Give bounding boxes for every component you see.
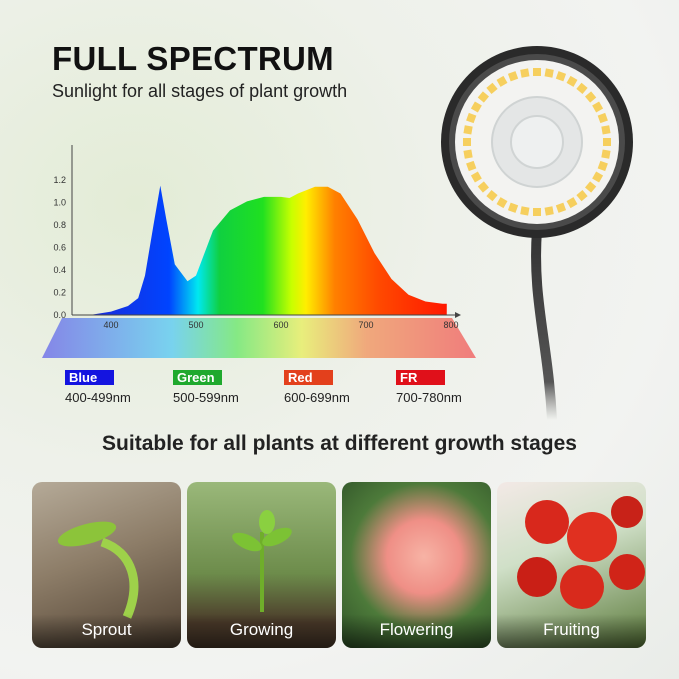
legend-range: 500-599nm: [173, 390, 239, 405]
led: [463, 138, 471, 146]
sprout-photo: [57, 521, 139, 619]
led: [496, 75, 508, 87]
led: [566, 75, 578, 87]
led: [576, 189, 588, 202]
led: [463, 125, 473, 135]
stage-card-growing: Growing: [187, 482, 336, 648]
legend-swatch-blue: Blue: [65, 370, 114, 385]
x-tick-label: 400: [103, 320, 118, 330]
stage-card-flowering: Flowering: [342, 482, 491, 648]
led-ring: [463, 68, 611, 216]
led: [555, 202, 567, 213]
led: [470, 101, 482, 113]
led: [597, 112, 608, 124]
led: [470, 171, 482, 183]
stage-label: Sprout: [32, 614, 181, 648]
led: [601, 125, 611, 135]
legend-range: 700-780nm: [396, 390, 462, 405]
tomato-photo: [517, 496, 645, 609]
led: [486, 189, 498, 202]
stage-card-fruiting: Fruiting: [497, 482, 646, 648]
stage-card-sprout: Sprout: [32, 482, 181, 648]
led: [466, 112, 477, 124]
x-tick-label: 700: [358, 320, 373, 330]
legend-range: 400-499nm: [65, 390, 131, 405]
stage-label: Growing: [187, 614, 336, 648]
legend-swatch-green: Green: [173, 370, 222, 385]
led: [533, 208, 541, 216]
y-tick-label: 0.8: [53, 220, 66, 230]
x-tick-label: 800: [443, 320, 458, 330]
led: [496, 197, 508, 209]
y-tick-label: 0.6: [53, 243, 66, 253]
section-heading: Suitable for all plants at different gro…: [102, 432, 577, 455]
x-tick-label: 500: [188, 320, 203, 330]
led: [507, 202, 519, 213]
led: [592, 171, 604, 183]
page-title: FULL SPECTRUM: [52, 40, 334, 77]
led: [584, 91, 597, 103]
led: [603, 138, 611, 146]
led: [507, 71, 519, 82]
y-tick-label: 1.2: [53, 175, 66, 185]
led: [555, 71, 567, 82]
led: [597, 160, 608, 172]
seedling-photo: [232, 510, 292, 612]
stage-label: Flowering: [342, 614, 491, 648]
led: [544, 206, 554, 216]
y-tick-label: 0.2: [53, 288, 66, 298]
led: [584, 181, 597, 193]
led: [466, 160, 477, 172]
led: [544, 68, 554, 78]
led: [566, 197, 578, 209]
led: [520, 68, 530, 78]
y-tick-label: 0.4: [53, 265, 66, 275]
page-subtitle: Sunlight for all stages of plant growth: [52, 81, 348, 101]
spectrum-area: [89, 185, 447, 315]
spectrum-band: [42, 318, 476, 358]
led: [463, 149, 473, 159]
legend-swatch-red: Red: [284, 370, 333, 385]
led: [576, 82, 588, 95]
stage-label: Fruiting: [497, 614, 646, 648]
legend-swatch-fr: FR: [396, 370, 445, 385]
y-tick-label: 1.0: [53, 198, 66, 208]
led: [520, 206, 530, 216]
x-tick-label: 600: [273, 320, 288, 330]
led: [477, 181, 490, 193]
x-axis-arrow: [455, 312, 461, 318]
led: [477, 91, 490, 103]
led: [601, 149, 611, 159]
y-tick-label: 0.0: [53, 310, 66, 320]
led: [592, 101, 604, 113]
legend-range: 600-699nm: [284, 390, 350, 405]
led: [533, 68, 541, 76]
led: [486, 82, 498, 95]
